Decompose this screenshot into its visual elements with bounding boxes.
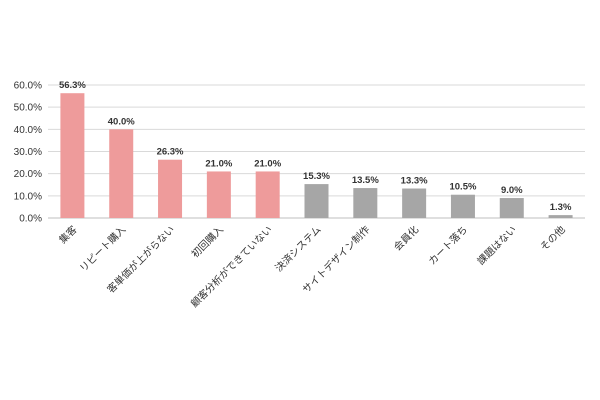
y-tick-label: 60.0% [14,81,42,92]
y-tick-label: 0.0% [19,214,42,225]
data-label: 56.3% [59,80,86,91]
y-tick-label: 20.0% [14,169,42,180]
y-tick-label: 50.0% [14,103,42,114]
bar [402,188,427,218]
data-label: 15.3% [303,171,330,182]
x-tick-label: 集客 [56,223,79,246]
data-label: 9.0% [501,185,523,196]
bar [255,171,280,218]
x-tick-label: 顧客分析ができていない [188,223,275,310]
y-tick-label: 40.0% [14,125,42,136]
x-tick-label: 課題はない [474,223,519,268]
bar [548,215,573,218]
bar [450,194,475,218]
bar [499,198,524,218]
data-label: 1.3% [550,202,572,213]
x-tick-label: リピート購入 [77,223,129,275]
x-tick-label: 決済システム [272,223,323,274]
bar [109,129,134,218]
data-label: 13.3% [401,176,428,187]
data-label: 13.5% [352,175,379,186]
y-tick-label: 30.0% [14,147,42,158]
data-label: 21.0% [254,158,281,169]
bar [353,188,378,218]
y-tick-label: 10.0% [14,191,42,202]
bar [304,184,329,218]
x-tick-label: 初回購入 [189,223,226,260]
bar [158,159,183,218]
data-label: 26.3% [157,147,184,158]
bar [60,93,85,218]
bar [206,171,231,218]
data-label: 10.5% [449,182,476,193]
data-label: 40.0% [108,116,135,127]
x-tick-label: カート落ち [426,224,470,268]
x-tick-label: 会員化 [391,223,421,253]
x-tick-label: その他 [537,223,567,253]
data-label: 21.0% [205,158,232,169]
